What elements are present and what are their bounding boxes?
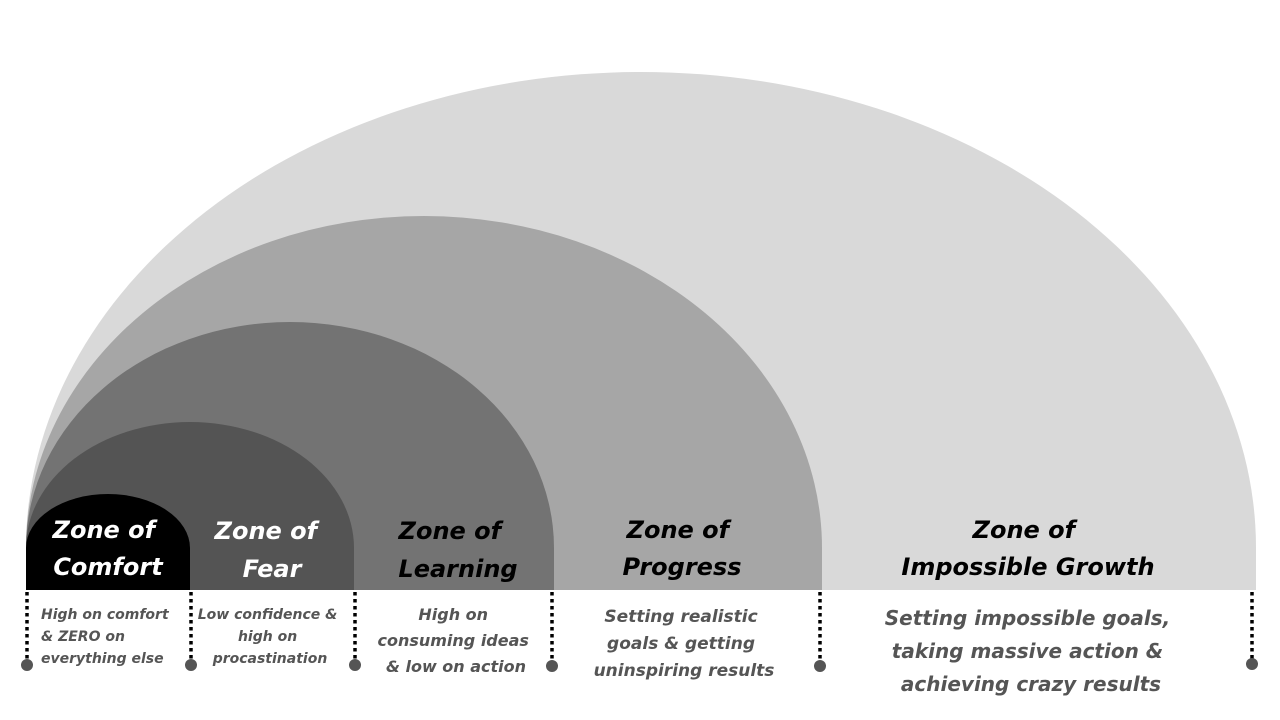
- zone-description-fear: Low confidence & high on procastination: [198, 607, 343, 667]
- marker-dot-4: [814, 660, 826, 672]
- marker-dot-3: [546, 660, 558, 672]
- markers: [21, 658, 1258, 672]
- zone-title-comfort: Zone of Comfort: [52, 516, 165, 581]
- zone-title-fear: Zone of Fear: [214, 517, 326, 583]
- zone-arc-comfort: [26, 494, 190, 590]
- zone-description-comfort: High on comfort & ZERO on everything els…: [41, 607, 174, 667]
- zone-description-progress: Setting realistic goals & getting uninsp…: [594, 607, 775, 681]
- zone-title-learning: Zone of Learning: [398, 517, 518, 583]
- marker-dot-5: [1246, 658, 1258, 670]
- zone-description-impossible-growth: Setting impossible goals, taking massive…: [885, 606, 1177, 696]
- zone-description-learning: High on consuming ideas & low on action: [377, 605, 534, 676]
- marker-dot-0: [21, 659, 33, 671]
- zone-title-progress: Zone of Progress: [622, 516, 741, 581]
- zone-titles: Zone of Comfort Zone of Fear Zone of Lea…: [52, 516, 1155, 583]
- dividers: [25, 592, 1254, 660]
- zone-descriptions: High on comfort & ZERO on everything els…: [41, 605, 1177, 696]
- marker-dot-1: [185, 659, 197, 671]
- zone-arcs: [26, 72, 1256, 590]
- marker-dot-2: [349, 659, 361, 671]
- zone-title-impossible-growth: Zone of Impossible Growth: [901, 516, 1154, 581]
